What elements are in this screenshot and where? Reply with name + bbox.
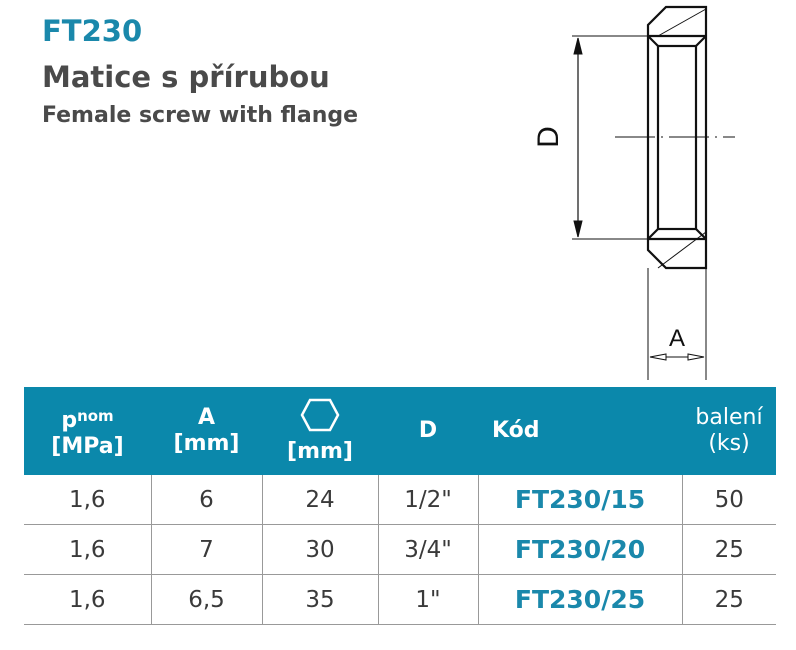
header-hex-unit: [mm]: [287, 438, 353, 464]
cell-hex: 24: [261, 475, 378, 525]
header-pack-label: balení: [695, 405, 763, 430]
cell-kod: FT230/15: [477, 475, 682, 525]
header-d: D: [378, 387, 478, 475]
header-p-sub: nom: [77, 406, 114, 425]
header-pressure: pnom [MPa]: [24, 387, 151, 475]
header-pack-unit: (ks): [708, 431, 750, 456]
cell-kod: FT230/20: [477, 524, 682, 575]
product-title: Matice s přírubou: [42, 60, 330, 94]
cell-d: 1/2": [377, 475, 478, 525]
cell-a: 6,5: [150, 574, 262, 625]
header-pack: balení (ks): [682, 387, 776, 475]
cell-d: 1": [377, 574, 478, 625]
product-code: FT230: [42, 14, 143, 48]
nut-outline: [646, 5, 708, 270]
technical-drawing: D A: [532, 5, 735, 380]
header-a-label: A: [197, 405, 216, 430]
header-a-unit: [mm]: [173, 431, 240, 456]
table-row: 1,6 6 24 1/2" FT230/15 50: [24, 475, 776, 525]
cell-pack: 25: [681, 574, 776, 625]
cell-pack: 50: [681, 475, 776, 525]
spec-table: pnom [MPa] A [mm] [mm] D Kód balení (ks) 1,…: [24, 387, 776, 625]
dimension-a-label: A: [669, 325, 685, 352]
cell-d: 3/4": [377, 524, 478, 575]
header-kod: Kód: [478, 387, 682, 475]
cell-hex: 35: [261, 574, 378, 625]
table-row: 1,6 7 30 3/4" FT230/20 25: [24, 524, 776, 575]
cell-hex: 30: [261, 524, 378, 575]
cell-p: 1,6: [24, 574, 151, 625]
cell-p: 1,6: [24, 524, 151, 575]
header-hex: [mm]: [262, 387, 378, 475]
cell-pack: 25: [681, 524, 776, 575]
cell-kod: FT230/25: [477, 574, 682, 625]
header-a: A [mm]: [151, 387, 262, 475]
header-p: p: [61, 407, 78, 433]
cell-p: 1,6: [24, 475, 151, 525]
product-subtitle: Female screw with flange: [42, 103, 359, 128]
hexagon-icon: [300, 398, 340, 431]
dimension-d-label: D: [532, 126, 565, 148]
header-p-unit: [MPa]: [51, 433, 124, 459]
cell-a: 7: [150, 524, 262, 575]
table-row: 1,6 6,5 35 1" FT230/25 25: [24, 574, 776, 625]
table-header-row: pnom [MPa] A [mm] [mm] D Kód balení (ks): [24, 387, 776, 475]
cell-a: 6: [150, 475, 262, 525]
